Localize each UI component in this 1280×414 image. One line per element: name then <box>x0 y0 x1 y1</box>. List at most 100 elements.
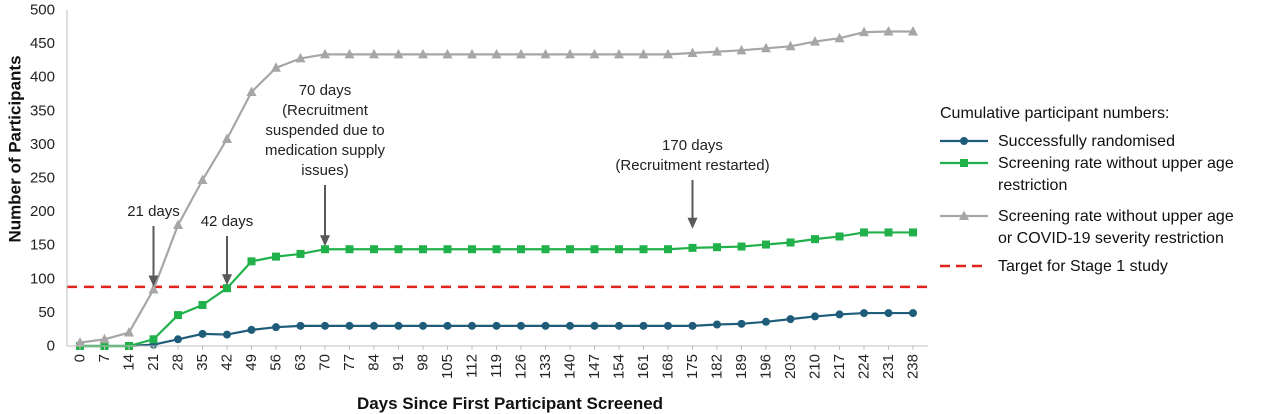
series-2-point <box>197 174 208 185</box>
series-0-point <box>566 321 574 330</box>
series-2-point <box>442 48 453 59</box>
series-1-point <box>884 228 893 237</box>
series-0-point <box>884 309 893 318</box>
series-0-point <box>517 321 525 330</box>
x-tick-label: 98 <box>415 354 432 371</box>
legend-marker-2 <box>959 210 969 220</box>
annotation-1-line: 42 days <box>201 213 254 230</box>
x-tick-label: 7 <box>96 354 113 362</box>
series-1-point <box>737 242 746 251</box>
annotation-2-line: (Recruitment <box>282 102 369 119</box>
x-tick-label: 70 <box>317 354 334 371</box>
x-tick-label: 63 <box>292 354 309 371</box>
annotation-2-line: 70 days <box>299 82 352 99</box>
series-0-point <box>272 323 280 332</box>
series-0-point <box>688 321 697 330</box>
series-0-point <box>223 330 231 339</box>
series-2-point <box>614 48 624 59</box>
y-tick-label: 200 <box>30 203 55 220</box>
y-tick-label: 300 <box>30 136 55 153</box>
series-0-point <box>370 321 378 330</box>
series-1-point <box>713 243 721 252</box>
x-tick-label: 140 <box>562 354 579 379</box>
x-tick-label: 28 <box>170 354 187 371</box>
series-2-point <box>785 40 796 51</box>
x-tick-label: 231 <box>880 354 897 379</box>
y-tick-label: 500 <box>30 2 55 19</box>
series-2-point <box>638 48 649 59</box>
series-0-point <box>664 321 672 330</box>
legend-marker-1 <box>960 159 968 167</box>
series-1-point <box>664 245 672 254</box>
series-0-point <box>786 315 795 324</box>
series-1-point <box>811 235 819 244</box>
series-1-point <box>860 228 868 237</box>
series-2-point <box>859 26 869 37</box>
annotation-3-line: 170 days <box>662 137 723 154</box>
x-tick-label: 147 <box>586 354 603 379</box>
series-0-point <box>860 309 868 318</box>
annotation-2-line: issues) <box>301 162 349 179</box>
series-0-point <box>419 321 427 330</box>
series-0-point <box>247 325 256 334</box>
legend-title: Cumulative participant numbers: <box>940 105 1169 122</box>
annotation-0-arrowhead <box>148 275 159 287</box>
series-2-point <box>393 48 404 59</box>
series-0-point <box>394 321 403 330</box>
series-1-point <box>296 249 305 258</box>
x-tick-label: 238 <box>905 354 922 379</box>
series-1-point <box>419 245 427 254</box>
legend-entry-0-label: Successfully randomised <box>998 133 1175 150</box>
series-1-point <box>174 311 182 320</box>
series-0-point <box>615 321 623 330</box>
x-tick-label: 91 <box>390 354 407 371</box>
series-0-point <box>909 309 917 318</box>
series-2-point <box>810 36 820 46</box>
series-2-point <box>761 42 771 53</box>
y-tick-label: 0 <box>47 338 55 355</box>
series-0-point <box>713 320 721 329</box>
x-tick-label: 175 <box>684 354 701 379</box>
series-1-point <box>468 245 476 254</box>
series-layer <box>75 26 918 350</box>
series-0-point <box>811 312 819 321</box>
series-2-point <box>99 333 110 344</box>
series-0-point <box>296 321 305 330</box>
series-2-point <box>148 284 159 294</box>
series-2-point <box>834 32 845 43</box>
x-tick-label: 133 <box>537 354 554 379</box>
series-1-point <box>590 245 599 254</box>
series-2-point <box>320 48 330 59</box>
series-1-point <box>639 245 648 254</box>
annotation-0-line: 21 days <box>127 203 180 220</box>
annotation-2-arrowhead <box>320 235 330 247</box>
series-1-point <box>321 245 329 254</box>
series-2-point <box>222 133 232 144</box>
series-2-point <box>883 26 894 36</box>
series-1-point <box>345 245 354 254</box>
x-tick-label: 35 <box>194 354 211 371</box>
series-1-point <box>149 335 158 344</box>
series-1-point <box>688 243 697 252</box>
x-tick-label: 42 <box>219 354 236 371</box>
series-0-point <box>345 321 354 330</box>
annotation-1-arrowhead <box>222 274 232 286</box>
series-2-point <box>712 46 722 56</box>
series-2-point <box>467 48 477 59</box>
legend-entry-2-label: Screening rate without upper age <box>998 208 1234 225</box>
annotations-layer: 21 days 42 days 70 days (Recruitment suspend… <box>127 82 770 287</box>
x-tick-label: 49 <box>243 354 260 371</box>
series-1-point <box>615 245 623 254</box>
x-tick-label: 84 <box>366 354 383 371</box>
series-0-point <box>835 310 844 319</box>
series-1-point <box>247 257 256 266</box>
series-2-point <box>540 48 551 59</box>
series-1-point <box>835 232 844 241</box>
series-0-point <box>541 321 550 330</box>
x-tick-label: 161 <box>635 354 652 379</box>
series-2-point <box>369 48 379 59</box>
x-tick-label: 168 <box>660 354 677 379</box>
x-tick-label: 126 <box>513 354 530 379</box>
